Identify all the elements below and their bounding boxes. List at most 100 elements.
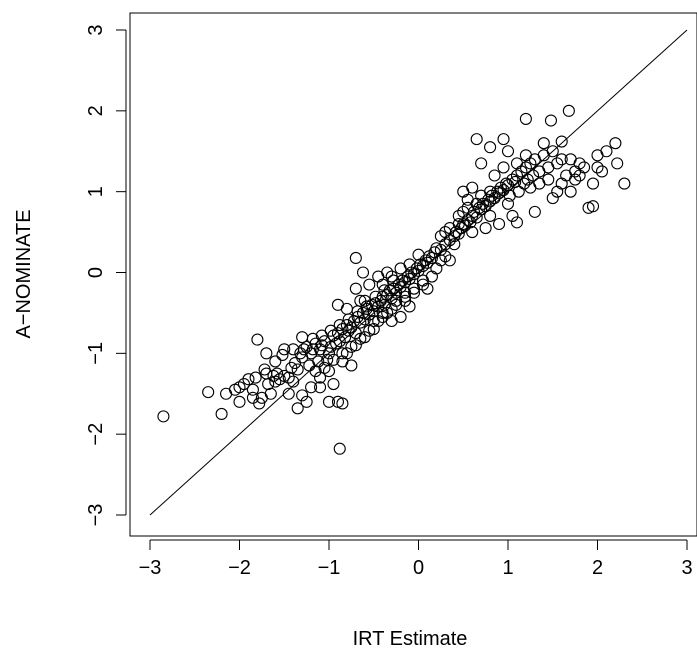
- data-point: [586, 177, 600, 190]
- x-tick-label: 1: [502, 557, 513, 579]
- plot-area-group: [129, 12, 697, 537]
- data-point: [369, 290, 382, 303]
- data-point: [264, 387, 277, 400]
- data-point: [358, 331, 371, 344]
- x-tick-label: 2: [592, 557, 603, 579]
- data-point: [569, 173, 582, 186]
- data-point: [327, 353, 340, 366]
- data-point: [546, 145, 559, 158]
- data-point: [501, 145, 515, 158]
- y-tick-label: 2: [85, 105, 107, 116]
- data-point: [333, 442, 346, 455]
- data-point: [300, 395, 313, 408]
- data-point: [555, 153, 568, 166]
- data-point: [351, 305, 364, 318]
- data-point: [215, 407, 228, 421]
- y-axis-label: A−NOMINATE: [13, 209, 35, 338]
- data-point: [296, 331, 309, 344]
- data-point: [591, 161, 604, 174]
- data-point: [282, 387, 295, 400]
- data-point: [340, 347, 353, 360]
- data-point: [291, 363, 304, 376]
- data-point: [403, 272, 416, 286]
- data-point: [425, 251, 438, 265]
- data-point: [249, 371, 262, 384]
- data-point: [233, 395, 246, 408]
- data-point: [401, 270, 414, 283]
- data-point: [336, 397, 349, 410]
- data-point: [157, 410, 170, 423]
- data-point: [484, 209, 497, 222]
- data-point: [336, 347, 349, 360]
- data-point: [412, 248, 425, 261]
- data-point: [443, 254, 456, 267]
- data-point: [537, 137, 550, 150]
- x-tick-label: −3: [139, 557, 162, 579]
- y-tick-label: 3: [85, 24, 107, 35]
- y-tick-label: 0: [85, 267, 107, 278]
- data-point: [482, 193, 495, 206]
- data-point: [399, 294, 412, 307]
- data-point: [479, 221, 492, 235]
- data-point: [609, 137, 622, 150]
- data-point: [342, 313, 355, 326]
- data-point: [309, 365, 322, 378]
- data-point: [331, 298, 345, 311]
- y-tick-label: 1: [85, 186, 107, 197]
- data-point: [349, 282, 362, 295]
- x-axis: −3 −2 −1 0 1 2 3: [139, 539, 693, 579]
- data-point: [555, 177, 568, 190]
- data-point: [269, 375, 282, 388]
- reference-line: [149, 29, 688, 516]
- data-point: [457, 185, 470, 198]
- data-point: [367, 314, 380, 328]
- data-point: [305, 381, 318, 394]
- data-point: [287, 343, 300, 356]
- data-point: [555, 135, 568, 148]
- data-point: [479, 200, 492, 213]
- data-point: [242, 373, 255, 386]
- data-point: [466, 226, 479, 239]
- data-point: [457, 205, 470, 218]
- data-point: [327, 377, 340, 391]
- x-tick-label: −2: [228, 557, 251, 579]
- data-point: [562, 104, 575, 117]
- data-point: [524, 181, 537, 194]
- data-point: [452, 209, 465, 222]
- data-point: [349, 339, 362, 352]
- data-point: [251, 333, 264, 346]
- y-tick-label: −3: [85, 504, 107, 527]
- data-point: [260, 347, 273, 360]
- data-point: [394, 310, 407, 324]
- data-point: [452, 217, 465, 231]
- data-point: [296, 389, 309, 402]
- data-point: [376, 306, 389, 319]
- data-point: [501, 197, 515, 210]
- data-point: [611, 157, 624, 170]
- data-point: [291, 402, 304, 415]
- data-point: [475, 157, 488, 170]
- data-point: [300, 340, 313, 353]
- x-tick-label: 0: [413, 557, 424, 579]
- data-point: [439, 250, 452, 263]
- x-axis-label: IRT Estimate: [353, 628, 468, 650]
- data-point: [313, 371, 327, 384]
- data-point: [484, 141, 497, 154]
- data-point: [470, 133, 483, 146]
- data-point: [510, 157, 524, 170]
- data-point: [287, 375, 300, 388]
- data-point: [336, 323, 349, 336]
- data-point: [246, 391, 259, 404]
- data-point: [586, 200, 600, 213]
- data-point: [484, 185, 497, 198]
- data-point: [276, 348, 289, 362]
- data-point: [618, 177, 631, 190]
- data-point: [378, 284, 391, 297]
- x-tick-label: −1: [318, 557, 341, 579]
- data-point: [448, 238, 461, 251]
- data-point: [506, 173, 519, 186]
- data-point: [452, 227, 465, 240]
- data-point: [551, 157, 564, 170]
- data-point: [315, 329, 328, 342]
